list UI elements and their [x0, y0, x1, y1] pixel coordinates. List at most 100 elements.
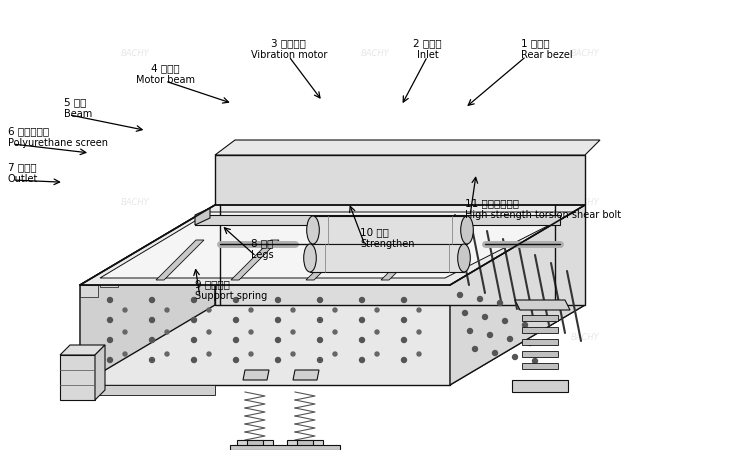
Circle shape [275, 357, 280, 363]
Circle shape [249, 330, 253, 334]
Text: Vibration motor: Vibration motor [251, 50, 327, 60]
Text: BACHY: BACHY [361, 198, 389, 207]
Polygon shape [80, 285, 450, 385]
Circle shape [333, 352, 337, 356]
Circle shape [165, 352, 169, 356]
Circle shape [333, 330, 337, 334]
Circle shape [165, 308, 169, 312]
Polygon shape [381, 240, 429, 280]
Text: 7 出料口: 7 出料口 [8, 162, 36, 172]
Polygon shape [60, 345, 105, 355]
Text: 2 入料口: 2 入料口 [413, 38, 442, 48]
Circle shape [123, 330, 127, 334]
Text: BACHY: BACHY [571, 50, 599, 58]
Circle shape [149, 357, 154, 363]
Circle shape [233, 297, 238, 302]
Text: BACHY: BACHY [571, 333, 599, 342]
Circle shape [191, 338, 196, 342]
Polygon shape [297, 440, 313, 448]
Polygon shape [293, 370, 319, 380]
Circle shape [233, 357, 238, 363]
Circle shape [488, 333, 493, 338]
Circle shape [291, 330, 295, 334]
Polygon shape [80, 285, 98, 297]
Polygon shape [100, 275, 118, 287]
Text: 1 后挡板: 1 后挡板 [521, 38, 550, 48]
Text: 5 横梁: 5 横梁 [64, 97, 86, 107]
Polygon shape [140, 255, 158, 267]
Polygon shape [306, 240, 354, 280]
Polygon shape [180, 228, 213, 235]
Circle shape [493, 351, 497, 356]
Circle shape [497, 301, 502, 306]
Circle shape [107, 357, 112, 363]
Circle shape [249, 352, 253, 356]
Text: Inlet: Inlet [416, 50, 438, 60]
Circle shape [207, 308, 211, 312]
Circle shape [467, 328, 472, 333]
Circle shape [191, 318, 196, 323]
Circle shape [359, 338, 364, 342]
Text: Outlet: Outlet [8, 174, 38, 184]
Circle shape [532, 359, 538, 364]
Circle shape [401, 318, 406, 323]
Circle shape [375, 330, 379, 334]
Circle shape [523, 323, 527, 328]
Circle shape [317, 297, 322, 302]
Polygon shape [120, 258, 153, 265]
Polygon shape [515, 300, 570, 310]
Ellipse shape [460, 216, 473, 244]
Circle shape [233, 338, 238, 342]
Circle shape [401, 338, 406, 342]
Circle shape [149, 318, 154, 323]
Polygon shape [522, 351, 558, 357]
Circle shape [417, 330, 421, 334]
Polygon shape [100, 268, 133, 275]
Circle shape [417, 352, 421, 356]
Text: Motor beam: Motor beam [136, 75, 194, 85]
Circle shape [317, 338, 322, 342]
Circle shape [275, 338, 280, 342]
Polygon shape [180, 235, 198, 247]
Text: 11 高强扭剪螺栓: 11 高强扭剪螺栓 [465, 198, 519, 208]
Circle shape [317, 357, 322, 363]
Circle shape [375, 352, 379, 356]
Circle shape [107, 338, 112, 342]
Polygon shape [80, 205, 215, 385]
Ellipse shape [304, 244, 316, 272]
Polygon shape [80, 205, 585, 285]
Text: Strengthen: Strengthen [360, 239, 415, 249]
Text: High strength torsion shear bolt: High strength torsion shear bolt [465, 210, 621, 220]
Polygon shape [80, 278, 113, 285]
Polygon shape [247, 440, 263, 448]
Polygon shape [80, 385, 215, 395]
Text: 10 加强: 10 加强 [360, 227, 388, 237]
Text: BACHY: BACHY [571, 198, 599, 207]
Polygon shape [450, 205, 585, 385]
Polygon shape [160, 238, 193, 245]
Polygon shape [120, 265, 138, 277]
Circle shape [207, 330, 211, 334]
Text: Polyurethane screen: Polyurethane screen [8, 138, 107, 148]
Circle shape [401, 357, 406, 363]
Circle shape [527, 341, 532, 346]
Ellipse shape [307, 216, 320, 244]
Circle shape [149, 338, 154, 342]
Polygon shape [100, 212, 575, 278]
Circle shape [291, 352, 295, 356]
Text: BACHY: BACHY [121, 333, 149, 342]
Circle shape [359, 357, 364, 363]
Polygon shape [512, 380, 568, 392]
Text: Beam: Beam [64, 109, 92, 119]
Circle shape [375, 308, 379, 312]
Circle shape [458, 292, 463, 297]
Text: BACHY: BACHY [121, 50, 149, 58]
Circle shape [291, 308, 295, 312]
Circle shape [482, 315, 488, 319]
Circle shape [472, 346, 478, 351]
Circle shape [123, 308, 127, 312]
Circle shape [107, 318, 112, 323]
Circle shape [503, 319, 508, 324]
Polygon shape [237, 440, 273, 448]
Polygon shape [156, 240, 204, 280]
